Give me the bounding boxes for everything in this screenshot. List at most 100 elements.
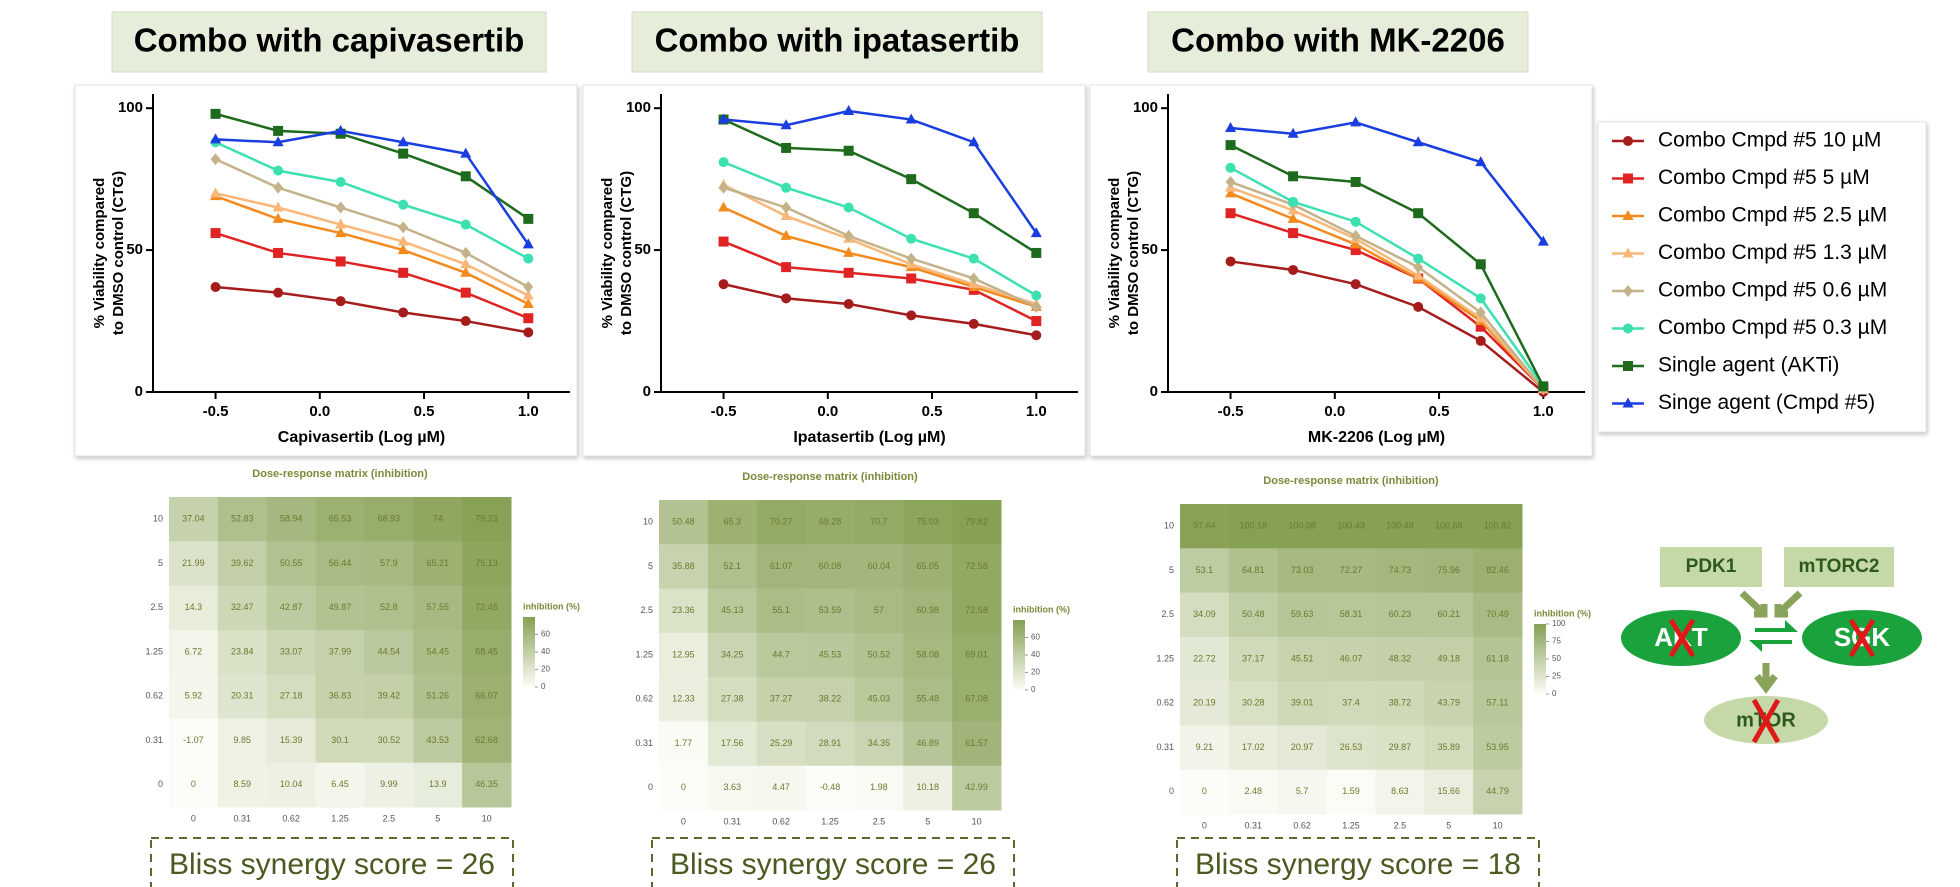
cell-label: 73.03 bbox=[1291, 565, 1314, 575]
heatmap-cell bbox=[169, 585, 219, 631]
heatmap-cell bbox=[266, 718, 317, 764]
heatmap-cell bbox=[1424, 681, 1474, 726]
chart-title: Combo with MK-2206 bbox=[1171, 22, 1505, 59]
cell-label: 53.59 bbox=[819, 605, 842, 615]
cell-label: 22.72 bbox=[1193, 653, 1216, 663]
cell-label: 67.08 bbox=[965, 694, 988, 704]
inhibition-cross bbox=[1848, 618, 1876, 658]
marker bbox=[335, 256, 346, 267]
cell-label: 5.7 bbox=[1296, 786, 1309, 796]
series-line bbox=[723, 160, 1037, 297]
x-tick-label: 1.25 bbox=[331, 813, 349, 823]
heatmap-cell bbox=[1473, 592, 1523, 638]
marker bbox=[1350, 229, 1361, 242]
heatmap-cell bbox=[1375, 504, 1425, 549]
marker bbox=[273, 181, 284, 194]
marker bbox=[1288, 228, 1299, 239]
legend-label: Combo Cmpd #5 5 µM bbox=[1658, 166, 1870, 189]
marker bbox=[906, 310, 917, 321]
cell-label: 49.18 bbox=[1437, 653, 1460, 663]
heatmap-cell bbox=[854, 677, 904, 722]
heatmap-cell bbox=[364, 497, 414, 542]
x-tick-label: 0.0 bbox=[1324, 403, 1345, 420]
heatmap-cell bbox=[903, 588, 953, 634]
cell-label: 48.32 bbox=[1389, 653, 1412, 663]
heatmap-cell bbox=[462, 497, 512, 542]
marker bbox=[1623, 323, 1633, 334]
cell-label: 33.07 bbox=[280, 646, 303, 656]
heatmap-title: Dose-response matrix (inhibition) bbox=[252, 468, 428, 480]
legend-label: Combo Cmpd #5 1.3 µM bbox=[1658, 241, 1887, 264]
node-label: mTORC2 bbox=[1799, 556, 1880, 577]
heatmap-cell bbox=[315, 674, 365, 719]
heatmap-cell bbox=[266, 629, 317, 675]
cell-label: 46.89 bbox=[916, 738, 939, 748]
y-tick-label: 0 bbox=[158, 779, 163, 789]
cell-label: 25.29 bbox=[770, 738, 793, 748]
heatmap-cell bbox=[315, 718, 365, 764]
cell-label: 52.83 bbox=[231, 514, 254, 524]
marker bbox=[523, 213, 534, 224]
cell-label: 64.81 bbox=[1242, 565, 1265, 575]
title-box bbox=[1147, 11, 1529, 73]
marker bbox=[522, 298, 534, 309]
cell-label: 45.51 bbox=[1291, 653, 1314, 663]
marker bbox=[1413, 208, 1424, 219]
marker bbox=[781, 201, 792, 214]
cell-label: 0 bbox=[191, 779, 196, 789]
series-line bbox=[215, 194, 529, 306]
heatmap-cell bbox=[169, 629, 219, 675]
cell-label: 9.99 bbox=[380, 779, 398, 789]
x-tick-label: 0.31 bbox=[1245, 820, 1263, 830]
cell-label: 57 bbox=[874, 605, 884, 615]
marker bbox=[843, 246, 855, 257]
heatmap-cell bbox=[217, 497, 268, 542]
y-tick-label: 0 bbox=[135, 383, 143, 400]
y-tick-label: 50 bbox=[1141, 241, 1158, 258]
cell-label: 30.1 bbox=[331, 735, 349, 745]
cell-label: 39.62 bbox=[231, 558, 254, 568]
heatmap-cell bbox=[169, 762, 219, 808]
y-tick-label: 0 bbox=[1169, 786, 1174, 796]
marker bbox=[843, 267, 854, 278]
cell-label: 100.65 bbox=[1435, 521, 1463, 531]
series-line bbox=[1229, 166, 1545, 388]
marker bbox=[1538, 381, 1549, 392]
heatmap-cell bbox=[1326, 769, 1376, 815]
cell-label: 50.52 bbox=[868, 649, 891, 659]
heatmap-cell bbox=[1326, 592, 1376, 638]
cell-label: 72.58 bbox=[965, 605, 988, 615]
inhibition-cross bbox=[1751, 698, 1781, 744]
marker bbox=[1412, 269, 1424, 280]
marker bbox=[1623, 136, 1633, 146]
marker bbox=[718, 236, 729, 247]
cell-label: 15.39 bbox=[280, 735, 303, 745]
heatmap-cell bbox=[952, 588, 1002, 634]
cell-label: 14.3 bbox=[185, 602, 203, 612]
y-tick-label: 50 bbox=[634, 241, 651, 258]
cell-label: 57.9 bbox=[380, 558, 398, 568]
cell-label: 62.68 bbox=[475, 735, 498, 745]
inhibition-cross bbox=[1668, 618, 1696, 658]
heatmap-cell bbox=[1473, 681, 1523, 726]
cell-label: 2.48 bbox=[1245, 786, 1263, 796]
y-tick-label: 5 bbox=[158, 558, 163, 568]
heatmap-cell bbox=[1180, 725, 1230, 771]
colorbar-tick-label: 100 bbox=[1552, 619, 1566, 628]
heatmap-cell bbox=[1375, 725, 1425, 771]
marker bbox=[398, 267, 409, 278]
arrow bbox=[1739, 590, 1768, 618]
heatmap-cell bbox=[1424, 592, 1474, 638]
cell-label: 45.13 bbox=[721, 605, 744, 615]
x-tick-label: 0.31 bbox=[724, 816, 742, 826]
cell-label: 57.55 bbox=[426, 602, 449, 612]
heatmap-cell bbox=[854, 588, 904, 634]
colorbar-tick-label: 40 bbox=[541, 647, 550, 656]
x-tick-label: 2.5 bbox=[383, 813, 396, 823]
cell-label: 61.57 bbox=[965, 738, 988, 748]
cell-label: 8.63 bbox=[1391, 786, 1409, 796]
cell-label: -1.07 bbox=[183, 735, 204, 745]
marker bbox=[1350, 245, 1361, 256]
colorbar-label: inhibition (%) bbox=[523, 601, 580, 611]
cell-label: 13.9 bbox=[429, 779, 447, 789]
